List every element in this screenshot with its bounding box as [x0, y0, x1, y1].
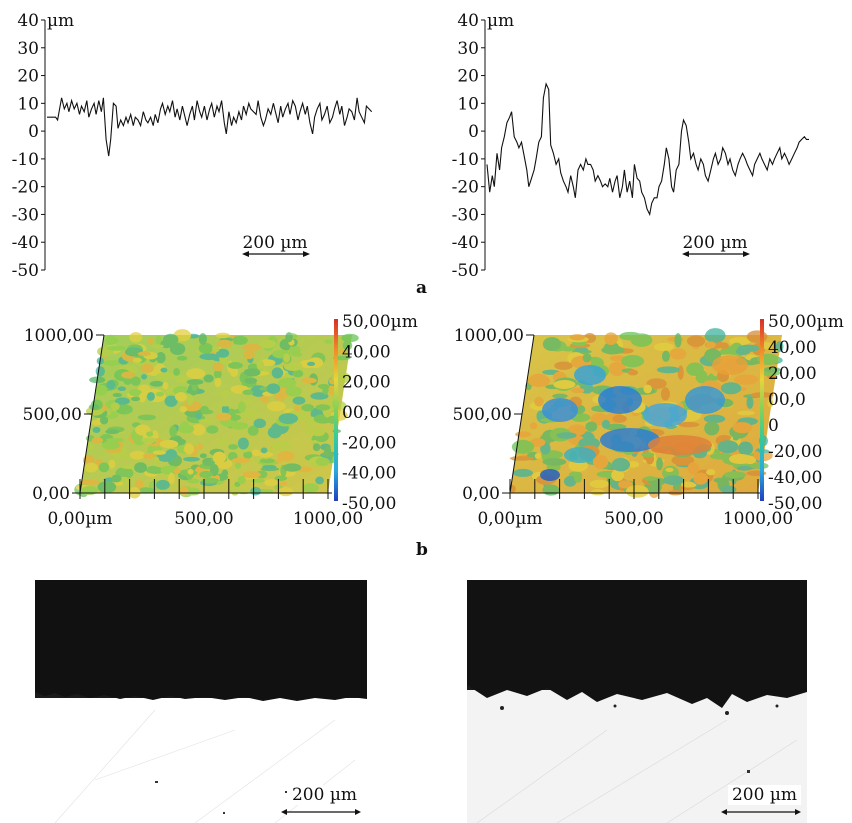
y-tick-label: 500,00	[23, 405, 82, 425]
y-tick-label: -20	[12, 178, 39, 198]
interface-line	[467, 580, 807, 823]
surface-feature	[685, 386, 725, 414]
surface-feature	[542, 398, 578, 422]
interface-line	[35, 580, 367, 823]
scale-bar-arrowheads	[682, 251, 750, 257]
scale-bar-arrowheads	[242, 251, 310, 257]
y-tick-label: -10	[12, 150, 39, 170]
colorbar-tick-label: -20,00	[768, 442, 822, 462]
colorbar-tick-label: -20,00	[342, 433, 396, 453]
surface-feature	[564, 447, 596, 463]
y-tick-label: 40	[17, 11, 39, 31]
y-tick-label: 20	[457, 67, 479, 87]
scale-bar-arrow	[721, 809, 801, 815]
y-tick-label: -30	[452, 205, 479, 225]
y-tick-label: 0,00	[462, 484, 500, 504]
scale-bar-label: 200 µm	[682, 233, 747, 253]
y-tick-label: 10	[457, 94, 479, 114]
colorbar-tick-label: 40,00	[768, 338, 817, 358]
y-unit-label: µm	[47, 11, 74, 31]
scale-bar-label: 200 µm	[287, 785, 361, 805]
surface-feature	[574, 365, 606, 385]
colorbar-tick-label: 50,00µm	[768, 312, 844, 332]
y-tick-label: 0,00	[32, 484, 70, 504]
y-tick-label: -20	[452, 178, 479, 198]
surface-feature	[540, 469, 560, 481]
y-tick-label: 30	[17, 39, 39, 59]
x-tick-label: 500,00	[604, 509, 663, 529]
colorbar-tick-label: 20,00	[768, 364, 817, 384]
colorbar-tick-label: 0	[768, 416, 779, 436]
colorbar-tick-label: 50,00µm	[342, 312, 418, 332]
y-tick-label: 10	[17, 94, 39, 114]
y-tick-label: 500,00	[453, 405, 512, 425]
profile-line	[486, 82, 809, 217]
y-tick-label: 0	[28, 122, 39, 142]
y-tick-label: -40	[452, 233, 479, 253]
y-tick-label: 0	[468, 122, 479, 142]
profile-line	[47, 97, 373, 157]
y-tick-label: 30	[457, 39, 479, 59]
colorbar	[760, 319, 764, 501]
x-tick-label: 0,00µm	[47, 509, 112, 529]
colorbar-tick-label: 00,0	[768, 390, 806, 410]
scale-bar-arrow	[281, 809, 361, 815]
y-tick-label: -30	[12, 205, 39, 225]
x-tick-label: 0,00µm	[477, 509, 542, 529]
y-tick-label: -10	[452, 150, 479, 170]
panel-label-a: a	[416, 278, 428, 298]
topography-right: 1000,00 500,00 0,00 0,00µm 500,00 1000,00 50,0…	[453, 312, 844, 529]
colorbar-tick-label: -40,00	[768, 468, 822, 488]
colorbar-tick-label: -50,00	[768, 494, 822, 514]
colorbar-tick-label: 40,00	[342, 342, 391, 362]
surface-feature	[600, 428, 660, 452]
y-tick-label: 20	[17, 67, 39, 87]
profile-chart-right: 40 30 20 10 0 -10 -20 -30 -40 -50 µm 200 µm	[452, 11, 809, 281]
topography-left: 1000,00 500,00 0,00 0,00µm 500,00 1000,00 50,0…	[23, 312, 418, 529]
surface-feature	[598, 386, 642, 414]
x-tick-label: 1000,00	[723, 509, 793, 529]
colorbar	[334, 319, 338, 501]
x-tick-label: 500,00	[174, 509, 233, 529]
y-tick-label: 40	[457, 11, 479, 31]
y-tick-label: -40	[12, 233, 39, 253]
colorbar-tick-label: 20,00	[342, 373, 391, 393]
micrograph-left: 200 µm	[35, 580, 367, 823]
y-tick-label: 1000,00	[454, 326, 524, 346]
y-tick-label: 1000,00	[24, 326, 94, 346]
scale-bar-label: 200 µm	[727, 785, 801, 805]
micrograph-right: 200 µm	[467, 580, 807, 823]
y-tick-label: -50	[12, 261, 39, 281]
profile-chart-left: 40 30 20 10 0 -10 -20 -30 -40 -50 µm 200 µm	[12, 11, 373, 281]
surface-feature	[648, 435, 712, 455]
colorbar-tick-label: 00,00	[342, 403, 391, 423]
y-tick-label: -50	[452, 261, 479, 281]
scale-bar-label: 200 µm	[242, 233, 307, 253]
x-tick-label: 1000,00	[293, 509, 363, 529]
surface-feature	[643, 403, 687, 427]
colorbar-tick-label: -50,00	[342, 494, 396, 514]
y-unit-label: µm	[487, 11, 514, 31]
surface-feature	[712, 355, 748, 375]
colorbar-tick-label: -40,00	[342, 464, 396, 484]
panel-label-b: b	[416, 540, 428, 560]
